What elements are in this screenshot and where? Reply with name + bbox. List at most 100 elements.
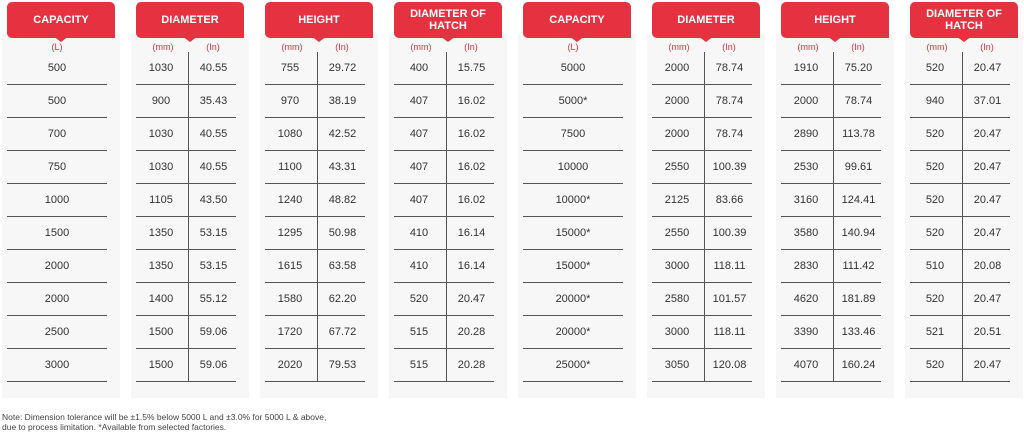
table-cell: 1030 [148, 161, 174, 173]
table-cell: 520 [925, 359, 945, 371]
table-row: 2580 101.57 [652, 283, 752, 316]
table-cell: 2000 [793, 95, 819, 107]
table-row: 2890 113.78 [781, 118, 881, 151]
footnote-line-1: Note: Dimension tolerance will be ±1.5% … [2, 412, 327, 422]
table-cell: 1615 [277, 260, 303, 272]
table-cell: 55.12 [199, 293, 228, 305]
column-divider [704, 52, 705, 382]
table-cell: 3000 [664, 326, 690, 338]
table-row: 2000 78.74 [781, 85, 881, 118]
table-cell: 62.20 [328, 293, 357, 305]
table-row: 520 20.47 [910, 217, 1010, 250]
table-cell: 20.47 [457, 293, 486, 305]
table-row: 2000 78.74 [652, 118, 752, 151]
header-pointer-icon [311, 36, 327, 42]
table-cell: 16.02 [457, 194, 486, 206]
unit-label: (mm) [797, 42, 819, 52]
table-cell: 100.39 [712, 227, 747, 239]
table-cell: 2500 [44, 326, 70, 338]
unit-label: (In) [851, 42, 865, 52]
table-cell: 118.11 [713, 260, 746, 272]
table-cell: 400 [409, 62, 429, 74]
table-row: 15000* [523, 250, 623, 283]
table-row: 970 38.19 [265, 85, 365, 118]
table-cell: 1105 [149, 194, 173, 206]
table-row: 2020 79.53 [265, 349, 365, 382]
table-row: 10000 [523, 151, 623, 184]
table-row: 4070 160.24 [781, 349, 881, 382]
table-row: 407 16.02 [394, 118, 494, 151]
table-row: 520 20.47 [910, 184, 1010, 217]
table-row: 3580 140.94 [781, 217, 881, 250]
table-cell: 40.55 [199, 161, 228, 173]
table-row: 2000 78.74 [652, 52, 752, 85]
table-cell: 42.52 [328, 128, 357, 140]
table-row: 1615 63.58 [265, 250, 365, 283]
table-cell: 48.82 [328, 194, 357, 206]
unit-label: (L) [567, 42, 579, 52]
table-column: DIAMETER (mm) (In) 1030 40.55 900 35.43 1030 40.… [131, 0, 249, 400]
table-row: 750 [7, 151, 107, 184]
table-cell: 1000 [44, 194, 70, 206]
table-cell: 1400 [148, 293, 174, 305]
unit-label: (mm) [410, 42, 432, 52]
table-cell: 20.47 [973, 227, 1002, 239]
table-cell: 3050 [664, 359, 690, 371]
table-cell: 2530 [793, 161, 819, 173]
table-cell: 1240 [277, 194, 303, 206]
table-row: 520 20.47 [910, 52, 1010, 85]
table-row: 1400 55.12 [136, 283, 236, 316]
table-row: 755 29.72 [265, 52, 365, 85]
table-row: 3000 [7, 349, 107, 382]
table-cell: 2890 [793, 128, 819, 140]
table-cell: 37.01 [973, 95, 1002, 107]
table-cell: 2000 [44, 293, 70, 305]
table-cell: 124.41 [841, 194, 876, 206]
table-cell: 521 [925, 326, 945, 338]
table-cell: 5000 [560, 62, 586, 74]
table-row: 520 20.47 [910, 118, 1010, 151]
table-cell: 16.02 [457, 161, 486, 173]
table-cell: 78.74 [844, 95, 873, 107]
table-column: DIAMETER (mm) (In) 2000 78.74 2000 78.74 2000 78… [647, 0, 765, 400]
column-divider [317, 52, 318, 382]
table-row: 1720 67.72 [265, 316, 365, 349]
table-row: 2830 111.42 [781, 250, 881, 283]
table-cell: 515 [409, 359, 429, 371]
header-pointer-icon [698, 36, 714, 42]
column-header: DIAMETER OF HATCH [910, 2, 1018, 38]
unit-label: (mm) [152, 42, 174, 52]
table-row: 2550 100.39 [652, 151, 752, 184]
table-cell: 16.02 [457, 128, 486, 140]
unit-label: (In) [722, 42, 736, 52]
table-cell: 20000* [555, 326, 591, 338]
table-row: 500 [7, 85, 107, 118]
table-cell: 50.98 [328, 227, 357, 239]
table-row: 515 20.28 [394, 349, 494, 382]
table-row: 5000 [523, 52, 623, 85]
table-cell: 15000* [555, 260, 591, 272]
table-cell: 78.74 [715, 128, 744, 140]
footnote-line-2: due to process limitation. *Available fr… [2, 422, 227, 432]
table-cell: 53.15 [199, 260, 228, 272]
table-row: 510 20.08 [910, 250, 1010, 283]
table-cell: 940 [925, 95, 945, 107]
column-divider [833, 52, 834, 382]
table-cell: 4070 [793, 359, 819, 371]
table-row: 2000 78.74 [652, 85, 752, 118]
table-cell: 20.51 [973, 326, 1002, 338]
table-cell: 2125 [664, 194, 690, 206]
table-cell: 83.66 [715, 194, 744, 206]
table-row: 1295 50.98 [265, 217, 365, 250]
table-cell: 900 [151, 95, 171, 107]
column-header: CAPACITY [7, 2, 115, 38]
table-column: CAPACITY (L) 500 500 700 750 1000 1500 2000 2000 2… [2, 0, 120, 400]
table-row: 2500 [7, 316, 107, 349]
table-cell: 100.39 [712, 161, 747, 173]
table-cell: 3000 [664, 260, 690, 272]
table-cell: 1080 [277, 128, 303, 140]
table-cell: 111.42 [842, 260, 875, 272]
table-cell: 755 [280, 62, 300, 74]
table-cell: 700 [47, 128, 67, 140]
